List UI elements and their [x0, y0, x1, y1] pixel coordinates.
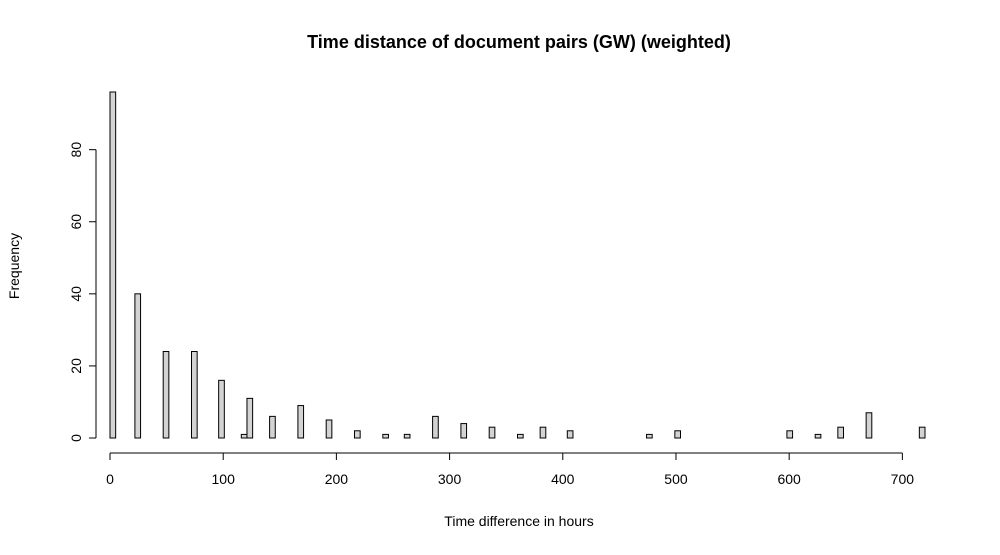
x-tick-label-600: 600: [777, 471, 801, 487]
histogram-bar-19: [646, 433, 653, 439]
x-tick-label-0: 0: [106, 471, 114, 487]
y-tick-label-0: 0: [68, 434, 84, 442]
bars-group: [109, 91, 926, 439]
histogram-bar-11: [382, 433, 389, 439]
x-tick-label-400: 400: [551, 471, 575, 487]
histogram-bar-17: [539, 426, 547, 439]
histogram-bar-4: [218, 379, 225, 439]
histogram-bar-12: [403, 433, 411, 439]
x-tick-label-200: 200: [325, 471, 349, 487]
histogram-bar-20: [674, 430, 681, 439]
x-axis-label: Time difference in hours: [444, 513, 593, 529]
histogram-bar-23: [837, 426, 844, 439]
histogram-bar-18: [566, 430, 574, 439]
x-tick-label-500: 500: [664, 471, 688, 487]
histogram-bar-22: [814, 433, 822, 439]
x-tick-label-100: 100: [212, 471, 236, 487]
histogram-bar-9: [325, 419, 333, 439]
histogram-bar-21: [786, 430, 794, 439]
histogram-bar-10: [354, 430, 361, 439]
histogram-bar-1: [134, 293, 142, 439]
x-axis: 0 100 200 300 400 500 600 700: [106, 452, 915, 487]
y-tick-label-20: 20: [68, 358, 84, 374]
histogram-bar-16: [517, 433, 524, 439]
histogram-bar-5: [240, 433, 248, 439]
y-axis-label: Frequency: [6, 233, 22, 299]
y-tick-label-40: 40: [68, 286, 84, 302]
x-tick-label-700: 700: [891, 471, 915, 487]
y-axis: 0 20 40 60 80: [68, 142, 97, 442]
histogram-bar-6: [246, 397, 254, 439]
histogram-bar-14: [460, 423, 468, 439]
histogram-bar-25: [918, 426, 926, 439]
histogram-bar-3: [191, 351, 198, 439]
histogram-bar-7: [269, 415, 276, 439]
histogram-bar-8: [297, 405, 305, 439]
y-tick-label-60: 60: [68, 214, 84, 230]
histogram-bar-2: [162, 351, 170, 439]
histogram-bar-13: [432, 415, 439, 439]
y-tick-label-80: 80: [68, 142, 84, 158]
chart-title: Time distance of document pairs (GW) (we…: [307, 32, 731, 52]
histogram-bar-15: [488, 426, 496, 439]
histogram-bar-24: [865, 412, 873, 439]
histogram-bar-0: [109, 91, 117, 439]
x-tick-label-300: 300: [438, 471, 462, 487]
